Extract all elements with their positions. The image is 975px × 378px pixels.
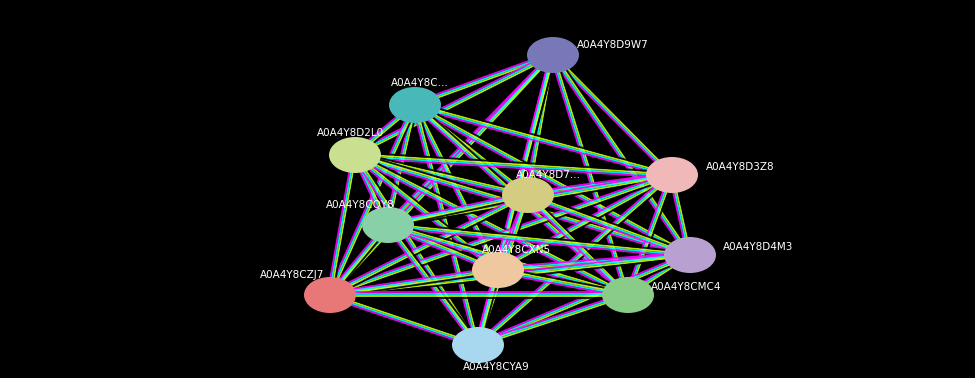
Text: A0A4Y8D3Z8: A0A4Y8D3Z8	[706, 162, 774, 172]
Text: A0A4Y8D2L0: A0A4Y8D2L0	[317, 128, 383, 138]
Ellipse shape	[502, 177, 554, 213]
Ellipse shape	[389, 87, 441, 123]
Text: A0A4Y8CYA9: A0A4Y8CYA9	[462, 362, 529, 372]
Text: A0A4Y8D4M3: A0A4Y8D4M3	[722, 242, 794, 252]
Ellipse shape	[602, 277, 654, 313]
Ellipse shape	[329, 137, 381, 173]
Ellipse shape	[472, 252, 524, 288]
Ellipse shape	[362, 207, 414, 243]
Text: A0A4Y8D7...: A0A4Y8D7...	[516, 170, 580, 180]
Text: A0A4Y8CMC4: A0A4Y8CMC4	[650, 282, 722, 292]
Text: A0A4Y8C...: A0A4Y8C...	[391, 78, 448, 88]
Text: A0A4Y8CQY8: A0A4Y8CQY8	[326, 200, 394, 210]
Ellipse shape	[646, 157, 698, 193]
Ellipse shape	[304, 277, 356, 313]
Ellipse shape	[664, 237, 716, 273]
Text: A0A4Y8D9W7: A0A4Y8D9W7	[577, 40, 649, 50]
Ellipse shape	[452, 327, 504, 363]
Ellipse shape	[527, 37, 579, 73]
Text: A0A4Y8CXN5: A0A4Y8CXN5	[482, 245, 551, 255]
Text: A0A4Y8CZJ7: A0A4Y8CZJ7	[259, 270, 324, 280]
